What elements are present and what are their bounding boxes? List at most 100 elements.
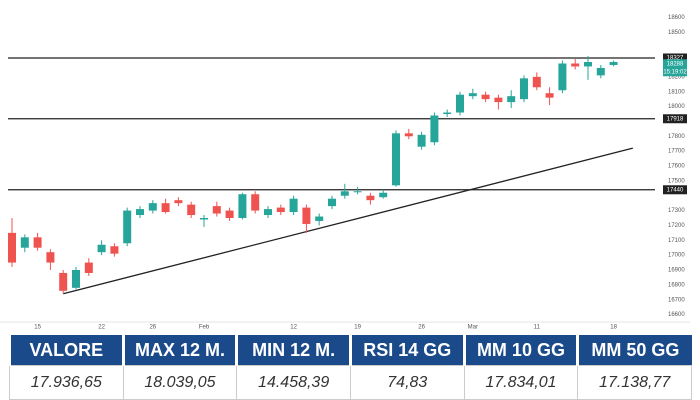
level-label: 17440	[667, 187, 684, 193]
y-tick-label: 17200	[668, 223, 685, 229]
candle-body	[264, 209, 272, 216]
candle-body	[328, 198, 336, 207]
x-tick-label: 11	[534, 325, 541, 330]
candle-body	[545, 93, 554, 98]
candle-body	[507, 96, 516, 103]
candle-body	[366, 195, 375, 201]
value-cell: 18.039,05	[122, 365, 238, 400]
level-label: 17918	[667, 116, 684, 122]
candle-body	[200, 218, 208, 220]
trendline	[63, 147, 633, 295]
candle-body	[302, 207, 311, 224]
y-tick-label: 17600	[668, 164, 685, 170]
candle-body	[558, 63, 567, 91]
last-price: 18288	[667, 61, 684, 67]
candle-body	[123, 210, 132, 244]
x-tick-label: 26	[418, 325, 425, 330]
y-tick-label: 17000	[668, 253, 685, 259]
y-tick-label: 18100	[668, 89, 685, 95]
candle-body	[520, 78, 528, 100]
candle-body	[468, 93, 477, 97]
candle-body	[187, 204, 196, 216]
candle-body	[174, 200, 183, 204]
candle-body	[340, 191, 349, 196]
header-cell: VALORE	[8, 335, 124, 366]
candle-body	[20, 237, 29, 248]
y-tick-label: 18600	[668, 15, 685, 21]
candle-body	[353, 191, 362, 193]
header-cell: MM 50 GG	[576, 335, 692, 366]
candle-body	[212, 206, 221, 214]
candle-body	[8, 232, 16, 263]
candle-body	[571, 63, 580, 67]
header-row: VALORE MAX 12 M. MIN 12 M. RSI 14 GG MM 10 G…	[8, 335, 692, 366]
header-cell: MIN 12 M.	[235, 335, 351, 366]
candle-body	[584, 62, 592, 67]
y-tick-label: 18200	[668, 74, 685, 80]
x-tick-label: Mar	[468, 325, 478, 330]
level-label-box	[663, 114, 687, 124]
y-tick-label: 17800	[668, 134, 685, 140]
candle-body	[609, 62, 618, 65]
candle-body	[430, 115, 439, 143]
candle-body	[494, 97, 503, 103]
y-tick-label: 18000	[668, 104, 685, 110]
header-cell: MM 10 GG	[462, 335, 578, 366]
candle-body	[110, 246, 119, 254]
header-cell: MAX 12 M.	[121, 335, 237, 366]
stats-table: VALORE MAX 12 M. MIN 12 M. RSI 14 GG MM 10 G…	[8, 335, 692, 400]
candle-body	[46, 252, 55, 263]
candle-body	[481, 94, 490, 100]
candle-body	[456, 94, 464, 113]
candle-body	[379, 192, 388, 198]
value-row: 17.936,65 18.039,05 14.458,39 74,83 17.834,0…	[9, 365, 692, 400]
level-label-box	[663, 53, 687, 63]
y-tick-label: 17100	[668, 238, 685, 244]
x-tick-label: 18	[610, 325, 617, 330]
candle-body	[315, 216, 324, 221]
candle-body	[148, 203, 157, 211]
y-tick-label: 17300	[668, 208, 685, 214]
candle-body	[161, 203, 170, 213]
candle-body	[251, 194, 260, 211]
y-tick-label: 16700	[668, 297, 685, 303]
value-cell: 17.138,77	[577, 365, 692, 400]
y-tick-label: 17500	[668, 178, 685, 184]
value-cell: 74,83	[349, 365, 465, 400]
candle-body	[289, 198, 298, 213]
candle-body	[404, 133, 413, 137]
level-label: 18327	[667, 56, 684, 62]
value-cell: 17.834,01	[463, 365, 579, 400]
y-tick-label: 17700	[668, 149, 685, 155]
candle-body	[59, 272, 68, 291]
candle-body	[97, 244, 106, 253]
candle-body	[84, 262, 93, 273]
candle-body	[276, 207, 285, 213]
y-tick-label: 16600	[668, 312, 685, 318]
y-tick-label: 18500	[668, 30, 685, 36]
level-label-box	[663, 185, 687, 195]
candle-body	[33, 237, 42, 248]
x-tick-label: 12	[290, 325, 297, 330]
last-price-box	[663, 59, 687, 77]
candle-body	[238, 194, 247, 218]
candle-body	[136, 209, 144, 216]
x-tick-label: Feb	[199, 325, 210, 330]
x-tick-label: 26	[149, 325, 156, 330]
x-tick-label: 15	[34, 325, 41, 330]
last-time: 15:19:02	[663, 69, 687, 75]
candle-body	[596, 67, 605, 76]
candle-body	[443, 112, 452, 114]
x-tick-label: 22	[98, 325, 105, 330]
y-tick-label: 16800	[668, 282, 685, 288]
candle-body	[417, 134, 426, 147]
candle-body	[532, 76, 541, 88]
candle-body	[72, 270, 80, 288]
y-tick-label: 16900	[668, 268, 685, 274]
value-cell: 14.458,39	[236, 365, 351, 400]
candle-body	[392, 133, 400, 186]
value-cell: 17.936,65	[9, 365, 124, 400]
chart: 16600 16700 16800 16900 17000 17100 17200 17300…	[0, 15, 690, 330]
candle-body	[225, 210, 234, 218]
